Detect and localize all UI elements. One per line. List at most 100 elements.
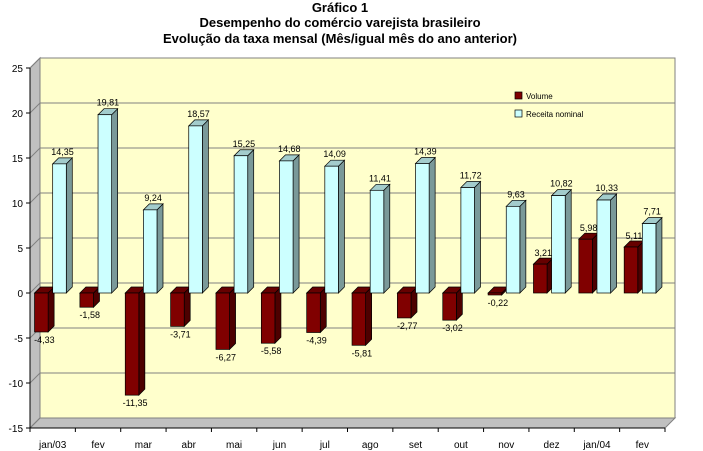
data-label-receita: 11,72 bbox=[460, 171, 482, 181]
data-label-volume: -2,77 bbox=[397, 321, 418, 331]
bar-receita-side bbox=[338, 159, 345, 294]
data-label-volume: 5,98 bbox=[580, 223, 598, 233]
data-label-receita: 14,35 bbox=[51, 147, 74, 157]
data-label-volume: -4,33 bbox=[34, 335, 55, 345]
bar-volume bbox=[79, 292, 94, 308]
chart-title-line-3: Evolução da taxa mensal (Mês/igual mês d… bbox=[163, 31, 517, 46]
y-tick-label: 25 bbox=[12, 64, 24, 75]
bar-receita-side bbox=[383, 183, 391, 294]
chart-title-line-2: Desempenho do comércio varejista brasile… bbox=[199, 15, 480, 30]
x-tick-label: ago bbox=[362, 440, 379, 451]
chart-title-line-1: Gráfico 1 bbox=[312, 0, 368, 15]
y-tick-label: 15 bbox=[12, 154, 24, 165]
bar-volume bbox=[578, 238, 593, 294]
x-tick-label: dez bbox=[544, 440, 560, 451]
bar-receita-side bbox=[428, 156, 436, 294]
data-label-volume: -5,81 bbox=[352, 348, 373, 358]
data-label-receita: 11,41 bbox=[369, 173, 391, 183]
bar-volume-side bbox=[274, 286, 282, 345]
bar-volume bbox=[215, 292, 230, 350]
data-label-receita: 14,68 bbox=[278, 144, 301, 154]
data-label-volume: 5,11 bbox=[626, 231, 643, 241]
bar-volume bbox=[351, 292, 366, 346]
bar-volume bbox=[397, 292, 412, 319]
plot-floor bbox=[28, 417, 677, 429]
x-tick-label: jan/04 bbox=[582, 440, 611, 451]
gridline-side bbox=[29, 237, 41, 249]
gridline-side bbox=[29, 282, 41, 294]
bar-receita bbox=[188, 125, 203, 294]
data-label-receita: 10,33 bbox=[596, 183, 619, 193]
data-label-receita: 9,24 bbox=[144, 193, 162, 203]
x-tick-label: mai bbox=[226, 440, 242, 451]
x-tick-label: set bbox=[409, 440, 423, 451]
data-label-receita: 7,71 bbox=[643, 207, 661, 217]
y-tick-label: 10 bbox=[12, 199, 24, 210]
data-label-receita: 15,25 bbox=[233, 139, 256, 149]
data-label-receita: 18,57 bbox=[187, 109, 210, 119]
bar-volume-side bbox=[47, 286, 55, 333]
x-tick-label: nov bbox=[498, 440, 514, 451]
data-label-volume: -3,71 bbox=[170, 329, 191, 339]
legend-swatch-volume bbox=[514, 91, 523, 100]
bar-receita-side bbox=[65, 157, 73, 294]
y-tick-label: 5 bbox=[17, 244, 23, 255]
gridline-side bbox=[29, 372, 41, 384]
bar-receita bbox=[505, 205, 521, 294]
bar-receita-side bbox=[655, 216, 663, 294]
bar-receita bbox=[324, 165, 339, 294]
bar-volume-side bbox=[138, 286, 146, 396]
bar-receita-side bbox=[564, 188, 572, 294]
data-label-receita: 19,81 bbox=[97, 98, 120, 108]
data-label-volume: -3,02 bbox=[442, 323, 463, 333]
bar-volume bbox=[306, 292, 321, 333]
bar-receita bbox=[596, 199, 611, 294]
data-label-volume: -4,39 bbox=[306, 336, 327, 346]
legend-swatch-receita bbox=[514, 109, 523, 118]
gridline-side bbox=[29, 192, 41, 204]
bar-receita-side bbox=[156, 202, 164, 294]
x-tick-label: jul bbox=[319, 440, 330, 451]
x-tick-label: mar bbox=[135, 440, 153, 451]
x-tick-label: jun bbox=[272, 440, 286, 451]
bar-volume bbox=[487, 292, 503, 296]
data-label-receita: 14,09 bbox=[323, 149, 346, 159]
bar-receita-side bbox=[610, 193, 617, 294]
bar-receita-side bbox=[519, 199, 527, 294]
x-tick-label: out bbox=[454, 440, 468, 451]
legend-label-volume: Volume bbox=[526, 92, 553, 101]
bar-volume-side bbox=[319, 286, 327, 334]
data-label-volume: -1,58 bbox=[79, 310, 100, 320]
data-label-volume: -6,27 bbox=[216, 352, 237, 362]
data-label-receita: 10,82 bbox=[550, 179, 573, 189]
bar-receita bbox=[52, 163, 67, 294]
y-tick-label: -15 bbox=[9, 424, 24, 435]
bar-receita bbox=[641, 223, 657, 294]
y-tick-label: -5 bbox=[14, 334, 23, 345]
bar-volume bbox=[124, 292, 140, 396]
bar-volume bbox=[623, 246, 639, 294]
bar-receita bbox=[279, 160, 294, 294]
x-tick-label: fev bbox=[91, 440, 104, 451]
bar-receita-side bbox=[247, 148, 255, 294]
bar-receita bbox=[415, 163, 430, 294]
x-tick-label: fev bbox=[636, 440, 649, 451]
bar-receita-side bbox=[474, 180, 481, 294]
bar-receita bbox=[97, 114, 112, 294]
y-tick-label: 0 bbox=[17, 289, 23, 300]
gridline-side bbox=[29, 102, 41, 114]
bar-volume bbox=[34, 292, 49, 333]
x-tick-label: abr bbox=[182, 440, 197, 451]
data-label-receita: 14,39 bbox=[414, 146, 437, 156]
y-tick-label: -10 bbox=[9, 379, 24, 390]
data-label-volume: -11,35 bbox=[123, 398, 148, 408]
data-label-volume: -0,22 bbox=[488, 298, 509, 308]
data-label-receita: 9,63 bbox=[507, 189, 525, 199]
y-tick-label: 20 bbox=[12, 109, 24, 120]
bar-receita bbox=[369, 189, 385, 294]
bar-volume bbox=[533, 263, 548, 294]
bar-volume bbox=[170, 292, 185, 327]
bar-receita-side bbox=[292, 154, 300, 294]
bar-volume-side bbox=[365, 286, 372, 347]
